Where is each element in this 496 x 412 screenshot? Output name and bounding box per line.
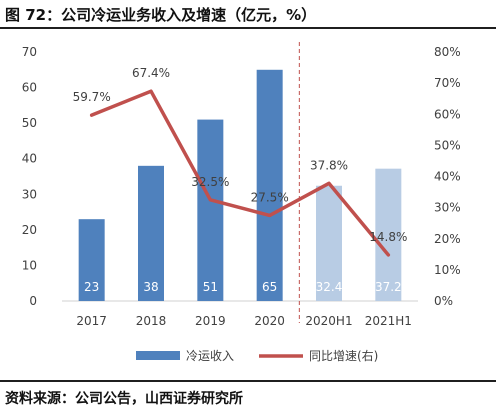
bar-2020H1 <box>316 185 342 301</box>
legend-label-line: 同比增速(右) <box>309 348 378 363</box>
x-axis-tick-label: 2021H1 <box>365 314 412 328</box>
x-axis-tick-label: 2017 <box>76 314 107 328</box>
right-axis-tick-label: 50% <box>434 138 461 152</box>
x-axis-tick-label: 2019 <box>195 314 226 328</box>
right-axis-tick-label: 80% <box>434 45 461 59</box>
growth-rate-label: 67.4% <box>132 66 170 80</box>
x-axis-tick-label: 2018 <box>136 314 167 328</box>
growth-rate-label: 14.8% <box>369 230 407 244</box>
combo-chart: 0 10 20 30 40 50 60 70 0% 10% 20% 30% 40% 50% 60% 70% 80… <box>22 42 461 363</box>
growth-rate-label: 32.5% <box>191 175 229 189</box>
bar-value-label: 32.4 <box>316 280 343 294</box>
bar-value-label: 23 <box>84 280 99 294</box>
x-axis-tick-label: 2020 <box>254 314 285 328</box>
growth-rate-point <box>90 113 94 117</box>
right-axis-tick-label: 0% <box>434 294 453 308</box>
figure-title: 图 72：公司冷运业务收入及增速（亿元，%） <box>5 6 317 24</box>
left-axis-tick-label: 30 <box>22 187 37 201</box>
left-axis-tick-label: 50 <box>22 116 37 130</box>
left-axis-tick-label: 20 <box>22 223 37 237</box>
growth-rate-point <box>386 253 390 257</box>
legend-label-bar: 冷运收入 <box>186 349 234 363</box>
growth-rate-label: 59.7% <box>73 90 111 104</box>
bar-value-label: 65 <box>262 280 277 294</box>
right-axis-tick-label: 20% <box>434 232 461 246</box>
right-axis-tick-label: 30% <box>434 201 461 215</box>
bar-2018 <box>138 165 164 301</box>
growth-rate-point <box>149 89 153 93</box>
right-axis-tick-label: 10% <box>434 263 461 277</box>
left-axis-tick-label: 10 <box>22 258 37 272</box>
left-axis-tick-label: 70 <box>22 45 37 59</box>
bar-2019 <box>197 119 224 301</box>
left-axis-tick-label: 60 <box>22 81 37 95</box>
x-axis-tick-label: 2020H1 <box>305 314 352 328</box>
growth-rate-line <box>89 89 391 257</box>
bar-2020 <box>256 69 283 302</box>
title-rule <box>0 27 496 29</box>
left-axis-tick-label: 40 <box>22 152 37 166</box>
right-axis-tick-label: 40% <box>434 170 461 184</box>
bar-value-label: 37.2 <box>375 280 402 294</box>
growth-rate-point <box>327 181 331 185</box>
source-note: 资料来源：公司公告，山西证券研究所 <box>5 391 243 407</box>
right-axis-tick-label: 70% <box>434 76 461 90</box>
right-axis-tick-label: 60% <box>434 107 461 121</box>
growth-rate-point <box>268 213 272 217</box>
legend-swatch-bar <box>136 351 180 360</box>
bar-value-label: 38 <box>143 280 158 294</box>
bar-2017 <box>78 219 105 301</box>
bottom-rule <box>0 380 496 382</box>
growth-rate-label: 27.5% <box>251 190 289 204</box>
growth-rate-label: 37.8% <box>310 158 348 172</box>
bar-value-label: 51 <box>203 280 218 294</box>
growth-rate-point <box>208 198 212 202</box>
bar-2021H1 <box>375 168 402 301</box>
chart-container: 0 10 20 30 40 50 60 70 0% 10% 20% 30% 40% 50% 60% 70% 80… <box>0 30 496 378</box>
left-axis-tick-label: 0 <box>29 294 37 308</box>
